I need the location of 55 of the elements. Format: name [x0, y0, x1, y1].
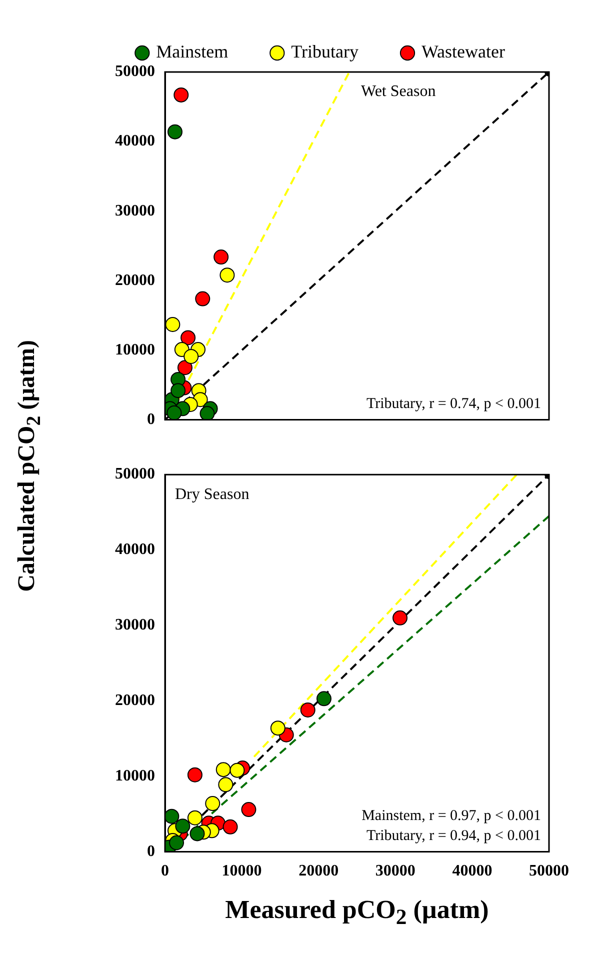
y-tick-label: 10000: [115, 341, 155, 358]
y-tick-label: 40000: [115, 541, 155, 558]
y-tick-label: 40000: [115, 132, 155, 150]
point: [270, 720, 286, 736]
point: [187, 767, 202, 782]
point: [165, 808, 180, 824]
point: [216, 762, 231, 778]
y-tick-label: 50000: [115, 63, 155, 80]
y-tick-label: 30000: [115, 616, 155, 634]
legend-label: Mainstem: [156, 42, 228, 62]
point: [214, 250, 229, 265]
x-tick-label: 30000: [375, 862, 416, 880]
point: [187, 810, 202, 826]
x-tick-label: 20000: [298, 862, 339, 880]
point: [175, 818, 190, 834]
y-tick-label: 30000: [115, 202, 155, 220]
annotation: Mainstem, r = 0.97, p < 0.001: [362, 808, 541, 824]
y-tick-label: 10000: [115, 768, 155, 784]
x-tick-label: 50000: [529, 862, 569, 880]
x-tick-label: 40000: [452, 862, 492, 880]
point: [316, 691, 332, 706]
y-tick-label: 50000: [115, 466, 155, 483]
point: [167, 124, 182, 140]
legend-label: Tributary: [291, 42, 358, 62]
point: [166, 405, 182, 420]
point: [230, 762, 245, 778]
point: [200, 406, 215, 420]
point: [222, 819, 238, 834]
point: [184, 349, 199, 364]
y-tick-label: 0: [147, 842, 155, 860]
point: [241, 802, 256, 818]
point: [170, 383, 186, 398]
point: [392, 610, 408, 626]
x-tick-label: 0: [161, 862, 169, 880]
point: [169, 835, 184, 850]
x-axis-title: Measured pCO$_{2}$ (µatm): [224, 895, 490, 930]
y-tick-label: 20000: [115, 272, 155, 289]
point: [218, 777, 234, 792]
annotation: Dry Season: [175, 486, 250, 503]
point: [205, 796, 220, 812]
point: [180, 330, 196, 346]
point: [165, 317, 180, 332]
point: [177, 360, 192, 376]
y-tick-label: 20000: [115, 692, 155, 710]
y-tick-label: 0: [147, 410, 155, 428]
point: [190, 826, 205, 842]
annotation: Tributary, r = 0.94, p < 0.001: [366, 828, 541, 844]
x-tick-label: 10000: [222, 862, 262, 880]
point: [220, 268, 235, 283]
point: [174, 87, 189, 102]
point: [300, 702, 316, 718]
point: [195, 291, 210, 306]
annotation: Tributary, r = 0.74, p < 0.001: [366, 396, 541, 412]
legend-label: Wastewater: [421, 42, 506, 62]
annotation: Wet Season: [361, 83, 436, 100]
